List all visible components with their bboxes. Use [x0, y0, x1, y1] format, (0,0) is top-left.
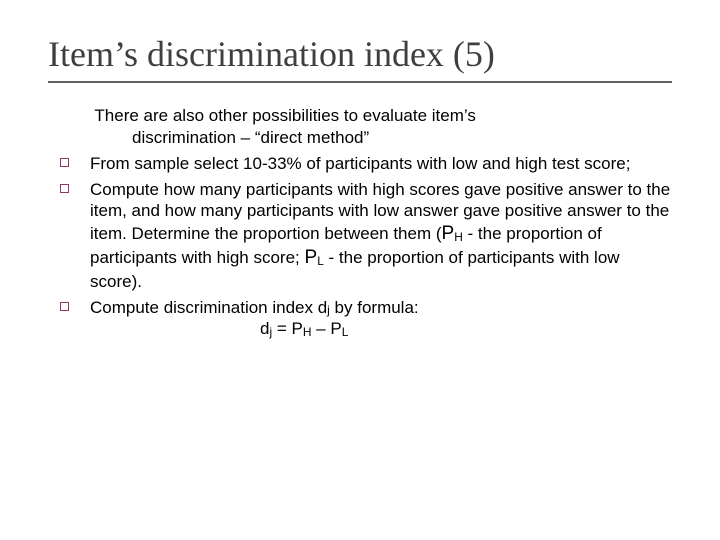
title-underline: [48, 81, 672, 83]
formula-line: dj = PH – PL: [90, 318, 672, 340]
bullet-list: From sample select 10-33% of participant…: [48, 153, 672, 340]
symbol-pl: P: [305, 247, 318, 268]
slide-title: Item’s discrimination index (5): [48, 34, 672, 75]
formula-ph-sub: H: [303, 325, 312, 339]
intro-line2: discrimination – “direct method”: [90, 127, 369, 149]
bullet-text-part: by formula:: [330, 298, 419, 317]
formula-pl: P: [330, 319, 341, 338]
symbol-pl-sub: L: [317, 254, 324, 268]
bullet-item: From sample select 10-33% of participant…: [54, 153, 672, 175]
formula-dj: j: [269, 325, 272, 339]
intro-line1: There are also other possibilities to ev…: [94, 106, 475, 125]
symbol-dj-sub: j: [327, 303, 330, 317]
bullet-item: Compute discrimination index dj by formu…: [54, 297, 672, 341]
bullet-text: From sample select 10-33% of participant…: [90, 154, 630, 173]
bullet-item: Compute how many participants with high …: [54, 179, 672, 293]
formula-ph: P: [292, 319, 303, 338]
symbol-ph: P: [442, 223, 455, 244]
formula-pl-sub: L: [342, 325, 349, 339]
intro-text: There are also other possibilities to ev…: [48, 105, 672, 149]
slide: Item’s discrimination index (5) There ar…: [0, 0, 720, 540]
bullet-text-part: Compute discrimination index d: [90, 298, 327, 317]
formula-minus: –: [311, 319, 330, 338]
symbol-ph-sub: H: [454, 230, 463, 244]
formula-eq: =: [272, 319, 291, 338]
